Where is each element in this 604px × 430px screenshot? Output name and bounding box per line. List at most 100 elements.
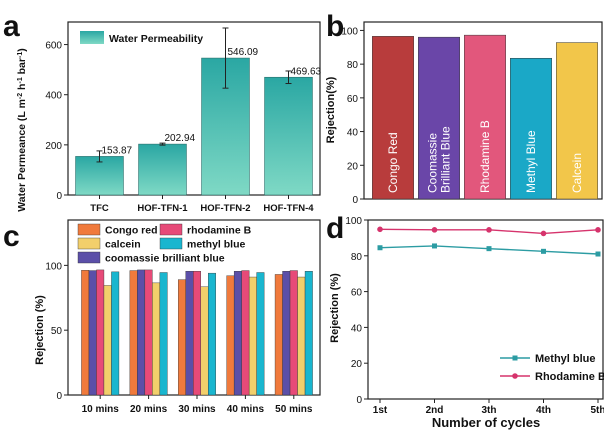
panel-a-data-label: 469.63 bbox=[291, 66, 322, 77]
panel-c-bar bbox=[88, 270, 97, 396]
panel-c-bar bbox=[111, 271, 120, 396]
panel-c-ytick-label: 100 bbox=[45, 261, 62, 272]
panel-c-ytick-label: 0 bbox=[56, 391, 62, 402]
panel-b-chart: 0 20 40 60 80 100 Congo Red Coomassie Brilliant… bbox=[325, 21, 603, 206]
panel-c-bar bbox=[137, 269, 146, 396]
panel-c-bar bbox=[144, 269, 153, 396]
panel-label-c: c bbox=[3, 220, 20, 253]
panel-c-bar bbox=[241, 270, 250, 396]
panel-d-point bbox=[540, 230, 547, 237]
panel-c-bar bbox=[159, 272, 168, 396]
panel-c-bar bbox=[248, 276, 257, 396]
panel-b-bar bbox=[372, 36, 414, 200]
panel-d-ytick-label: 60 bbox=[351, 288, 363, 299]
panel-c-legend-swatch bbox=[159, 223, 183, 236]
panel-b-bar-label: Coomassie bbox=[426, 133, 440, 193]
panel-b-ytick-label: 100 bbox=[341, 26, 358, 37]
panel-d-ylabel: Rejection (%) bbox=[329, 273, 341, 343]
panel-b-ytick-label: 40 bbox=[347, 128, 359, 139]
panel-d-ytick-label: 100 bbox=[345, 216, 362, 227]
panel-c-bar bbox=[274, 274, 283, 396]
panel-d-point bbox=[486, 227, 492, 233]
panel-d-legend-label: Methyl blue bbox=[535, 353, 596, 365]
panel-c-bar bbox=[304, 271, 313, 396]
panel-c-legend-swatch bbox=[77, 223, 101, 236]
panel-d-xtick-label: 1st bbox=[373, 405, 388, 416]
panel-b-bar bbox=[418, 36, 460, 200]
panel-c-xtick-label: 40 mins bbox=[227, 404, 265, 415]
panel-label-d: d bbox=[326, 212, 344, 245]
panel-b-ytick-label: 60 bbox=[347, 94, 359, 105]
panel-d-xtick-label: 3th bbox=[482, 405, 497, 416]
panel-a-ytick-label: 200 bbox=[45, 141, 62, 152]
panel-a-ytick-label: 0 bbox=[56, 191, 62, 202]
panel-a-ytick-label: 400 bbox=[45, 91, 62, 102]
panel-c-legend-label: rhodamine B bbox=[187, 225, 252, 237]
panel-d-legend-marker bbox=[512, 355, 518, 361]
panel-a-legend-label: Water Permeability bbox=[109, 33, 203, 45]
panel-d-xtick-label: 5th bbox=[591, 405, 604, 416]
panel-c-legend-swatch bbox=[77, 251, 101, 264]
panel-c-chart: 0 50 100 10 mins 20 mins 30 mins 40 mins 50 mi… bbox=[34, 219, 321, 415]
panel-c-legend-label: coomassie brilliant blue bbox=[105, 253, 225, 265]
panel-c-legend-label: methyl blue bbox=[187, 239, 246, 251]
panel-a-xtick-label: HOF-TFN-2 bbox=[200, 203, 250, 214]
panel-a-xtick-label: TFC bbox=[90, 203, 109, 214]
panel-c-bar bbox=[256, 272, 265, 396]
panel-b-bar bbox=[510, 57, 552, 200]
panel-b-bar bbox=[464, 34, 506, 200]
panel-d-xtick-label: 2nd bbox=[426, 405, 444, 416]
panel-b-bar bbox=[556, 42, 598, 200]
panel-d-legend-label: Rhodamine B bbox=[535, 371, 604, 383]
panel-b-ytick-label: 20 bbox=[347, 161, 359, 172]
panel-b-bar-label: Brilliant Blue bbox=[439, 126, 453, 193]
panel-d-point bbox=[595, 227, 601, 233]
panel-c-bar bbox=[282, 271, 291, 396]
panel-label-a: a bbox=[3, 10, 20, 43]
panel-c-legend-label: calcein bbox=[105, 239, 141, 251]
panel-d-point bbox=[377, 245, 383, 251]
panel-d-ytick-label: 80 bbox=[351, 252, 363, 263]
panel-a-chart: 0 200 400 600 153.87 202.94 546.09 469.63 TFC H… bbox=[16, 21, 322, 214]
panel-b-ytick-label: 0 bbox=[352, 195, 358, 206]
panel-d-point bbox=[541, 248, 546, 254]
panel-c-bar bbox=[81, 270, 90, 396]
panel-c-bar bbox=[178, 279, 186, 396]
panel-c-bar bbox=[297, 276, 306, 396]
panel-d-xlabel: Number of cycles bbox=[432, 415, 540, 430]
panel-b-bar-label: Calcein bbox=[570, 153, 584, 193]
panel-b-bar-label: Rhodamine B bbox=[478, 120, 492, 193]
panel-c-xtick-label: 20 mins bbox=[130, 404, 168, 415]
panel-label-b: b bbox=[326, 10, 344, 43]
panel-c-xtick-label: 10 mins bbox=[82, 404, 120, 415]
panel-d-point bbox=[595, 251, 601, 257]
panel-d-point bbox=[431, 227, 438, 233]
panel-c-xtick-label: 30 mins bbox=[178, 404, 216, 415]
panel-c-bar bbox=[289, 270, 298, 396]
panel-d-ytick-label: 0 bbox=[356, 395, 362, 406]
panel-c-bar bbox=[193, 271, 201, 396]
panel-a-bar bbox=[264, 76, 313, 196]
panel-c-bar bbox=[200, 286, 209, 396]
panel-c-bar bbox=[226, 275, 235, 396]
panel-b-bar-label: Congo Red bbox=[386, 132, 400, 193]
panel-a-ytick-label: 600 bbox=[45, 41, 62, 52]
panel-a-frame bbox=[67, 21, 321, 196]
panel-d-chart: 0 20 40 60 80 100 1st 2nd 3th 4th 5th Methyl blue… bbox=[329, 216, 604, 430]
panel-d-point bbox=[486, 246, 492, 252]
panel-c-bar bbox=[208, 272, 216, 396]
panel-d-legend-marker bbox=[512, 373, 518, 379]
panel-c-ytick-label: 50 bbox=[51, 326, 63, 337]
panel-c-ylabel: Rejection (%) bbox=[34, 295, 46, 365]
panel-a-data-label: 546.09 bbox=[228, 47, 259, 58]
panel-a-data-label: 202.94 bbox=[165, 133, 196, 144]
panel-c-legend-swatch bbox=[159, 237, 183, 250]
panel-d-ytick-label: 40 bbox=[351, 323, 363, 334]
panel-a-data-label: 153.87 bbox=[102, 145, 133, 156]
panel-d-point bbox=[432, 243, 437, 249]
panel-c-xtick-label: 50 mins bbox=[275, 404, 313, 415]
panel-c-bar bbox=[103, 285, 112, 396]
panel-b-ytick-label: 80 bbox=[347, 60, 359, 71]
panel-b-bar-label: Methyl Blue bbox=[524, 130, 538, 193]
